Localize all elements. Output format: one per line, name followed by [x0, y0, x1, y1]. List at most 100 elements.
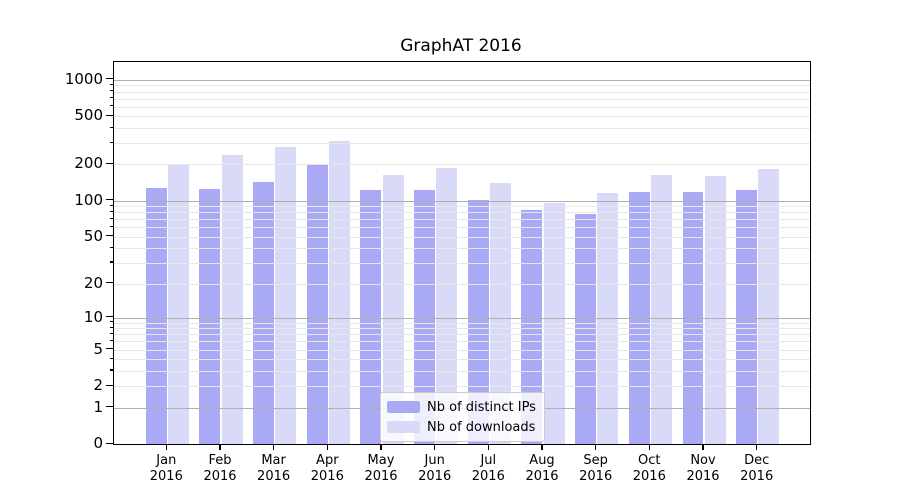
x-tick-month: Nov — [690, 453, 716, 468]
x-tick-label-apr: Apr 2016 — [295, 453, 359, 485]
y-tick-label-1000: 1000 — [64, 69, 103, 88]
minor-gridline-4 — [114, 359, 810, 361]
minor-gridline-7 — [114, 334, 810, 336]
legend-swatch-downloads — [387, 421, 420, 433]
x-tick-mark-oct — [648, 444, 650, 450]
x-tick-mark-sep — [595, 444, 597, 450]
legend-swatch-distinct-ips — [387, 401, 420, 413]
y-minor-tick-mark-8 — [109, 326, 113, 328]
minor-gridline-50 — [114, 236, 810, 238]
y-minor-tick-mark-400 — [109, 126, 113, 128]
x-tick-year: 2016 — [579, 469, 613, 484]
legend-label-downloads: Nb of downloads — [427, 419, 536, 435]
y-tick-mark-5 — [106, 348, 113, 350]
x-tick-mark-dec — [756, 444, 758, 450]
bar-downloads-mar — [275, 147, 297, 444]
x-tick-month: Oct — [638, 453, 661, 468]
plot-area: Nb of distinct IPs Nb of downloads — [113, 61, 811, 445]
y-tick-label-100: 100 — [74, 190, 103, 209]
x-tick-mark-jan — [165, 444, 167, 450]
x-tick-month: Dec — [744, 453, 770, 468]
minor-gridline-200 — [114, 164, 810, 166]
x-tick-label-oct: Oct 2016 — [617, 453, 681, 485]
x-tick-mark-jun — [434, 444, 436, 450]
legend-item-distinct-ips: Nb of distinct IPs — [387, 399, 536, 415]
y-minor-tick-mark-300 — [109, 141, 113, 143]
minor-gridline-3 — [114, 370, 810, 372]
major-gridline-100 — [114, 200, 810, 202]
y-minor-tick-mark-30 — [109, 261, 113, 263]
chart-title: GraphAT 2016 — [400, 36, 522, 56]
bar-distinct-ips-aug — [521, 210, 543, 444]
x-tick-year: 2016 — [203, 469, 237, 484]
x-tick-label-mar: Mar 2016 — [242, 453, 306, 485]
y-minor-tick-mark-40 — [109, 246, 113, 248]
minor-gridline-30 — [114, 262, 810, 264]
y-tick-label-50: 50 — [83, 226, 103, 245]
bar-distinct-ips-mar — [253, 182, 274, 444]
y-minor-tick-mark-6 — [109, 339, 113, 342]
y-tick-label-20: 20 — [83, 273, 103, 292]
x-tick-label-nov: Nov 2016 — [671, 453, 735, 485]
x-tick-month: Jun — [424, 453, 445, 468]
minor-gridline-500 — [114, 116, 810, 118]
bar-downloads-nov — [704, 176, 726, 444]
y-tick-mark-20 — [106, 282, 113, 284]
bar-downloads-apr — [329, 141, 350, 444]
y-tick-label-200: 200 — [74, 154, 103, 173]
x-tick-month: Apr — [316, 453, 339, 468]
y-tick-label-2: 2 — [93, 376, 103, 395]
x-tick-mark-aug — [541, 444, 543, 450]
y-minor-tick-mark-700 — [109, 97, 113, 99]
x-tick-label-dec: Dec 2016 — [725, 453, 789, 485]
y-minor-tick-mark-800 — [109, 90, 113, 92]
y-tick-label-500: 500 — [74, 106, 103, 125]
x-tick-label-aug: Aug 2016 — [510, 453, 574, 485]
y-tick-mark-200 — [106, 162, 113, 165]
x-tick-month: Aug — [529, 453, 555, 468]
y-tick-label-10: 10 — [83, 307, 103, 326]
x-tick-label-may: May 2016 — [349, 453, 413, 485]
y-minor-tick-mark-80 — [109, 210, 113, 212]
minor-gridline-2 — [114, 386, 810, 388]
x-tick-year: 2016 — [471, 469, 505, 484]
x-tick-mark-feb — [219, 444, 221, 450]
x-tick-year: 2016 — [257, 469, 291, 484]
y-minor-tick-mark-3 — [109, 369, 113, 371]
minor-gridline-8 — [114, 328, 810, 330]
bar-downloads-feb — [221, 154, 243, 444]
x-tick-mark-nov — [702, 444, 704, 450]
bar-downloads-sep — [597, 193, 619, 444]
major-gridline-1000 — [114, 79, 810, 81]
x-tick-year: 2016 — [740, 469, 774, 484]
minor-gridline-900 — [114, 85, 810, 87]
x-tick-label-jul: Jul 2016 — [456, 453, 520, 485]
bar-downloads-jan — [168, 164, 189, 444]
y-minor-tick-mark-600 — [109, 105, 113, 107]
legend-label-distinct-ips: Nb of distinct IPs — [427, 399, 536, 415]
y-tick-label-5: 5 — [93, 339, 103, 358]
y-tick-label-1: 1 — [93, 397, 103, 416]
y-tick-mark-1000 — [106, 78, 113, 80]
bar-downloads-dec — [758, 168, 780, 444]
minor-gridline-700 — [114, 98, 810, 100]
bar-distinct-ips-jan — [145, 188, 167, 444]
minor-gridline-80 — [114, 212, 810, 214]
y-tick-label-0: 0 — [93, 434, 103, 452]
major-gridline-10 — [114, 317, 810, 319]
minor-gridline-6 — [114, 341, 810, 343]
y-minor-tick-mark-9 — [109, 321, 113, 323]
y-minor-tick-mark-90 — [109, 204, 113, 206]
bar-distinct-ips-apr — [306, 164, 328, 444]
bar-downloads-oct — [651, 175, 672, 444]
y-tick-mark-10 — [106, 316, 113, 318]
minor-gridline-600 — [114, 106, 810, 108]
y-tick-mark-500 — [106, 114, 113, 116]
x-tick-label-sep: Sep 2016 — [564, 453, 628, 485]
minor-gridline-9 — [114, 322, 810, 324]
x-tick-year: 2016 — [525, 469, 559, 484]
y-tick-mark-100 — [106, 199, 113, 201]
x-tick-year: 2016 — [632, 469, 666, 484]
x-tick-mark-jul — [487, 444, 489, 450]
minor-gridline-70 — [114, 219, 810, 221]
